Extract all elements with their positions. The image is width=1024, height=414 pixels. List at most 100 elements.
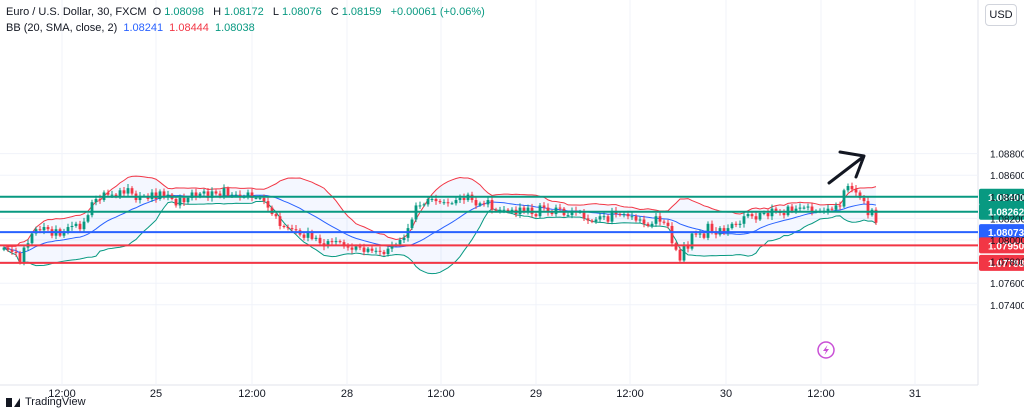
candle-body (10, 249, 14, 252)
candle-body (46, 227, 50, 230)
candle-body (654, 216, 658, 224)
price-tick-label: 1.08000 (990, 236, 1024, 247)
candle-body (734, 223, 738, 225)
candle-body (462, 197, 466, 201)
candle-body (62, 231, 66, 236)
candle-body (234, 194, 238, 196)
candle-body (410, 219, 414, 229)
candle-body (622, 214, 626, 216)
time-tick-label: 12:00 (48, 388, 76, 400)
candle-body (314, 237, 318, 239)
candle-body (374, 250, 378, 252)
candle-body (6, 247, 10, 250)
candle-body (122, 190, 126, 194)
candle-body (874, 209, 878, 223)
level-tag (979, 224, 1024, 241)
candle-body (754, 216, 758, 220)
candle-body (606, 216, 610, 222)
candle-body (458, 197, 462, 201)
candle-body (222, 188, 226, 196)
candle-body (810, 206, 814, 212)
candle-body (210, 191, 214, 198)
candle-body (698, 233, 702, 235)
candle-body (186, 197, 190, 203)
candle-body (118, 190, 122, 197)
candle-body (790, 206, 794, 211)
level-tag-label: 1.08400 (988, 193, 1024, 204)
candle-body (694, 233, 698, 235)
candle-body (794, 208, 798, 211)
candle-body (94, 198, 98, 203)
candle-body (42, 227, 46, 231)
candle-body (370, 248, 374, 251)
candle-body (14, 251, 18, 253)
candle-body (330, 241, 334, 243)
candle-body (202, 191, 206, 194)
price-tick-label: 1.08600 (990, 171, 1024, 182)
candle-body (866, 201, 870, 216)
candle-body (634, 216, 638, 221)
candle-body (650, 223, 654, 226)
time-tick-label: 28 (341, 388, 353, 400)
candle-body (282, 225, 286, 228)
open-value: 1.08098 (164, 6, 204, 18)
candle-body (666, 222, 670, 226)
candle-body (158, 191, 162, 199)
candle-body (690, 233, 694, 249)
candle-body (854, 189, 858, 193)
candle-body (22, 247, 26, 263)
candle-body (238, 194, 242, 197)
candle-body (566, 215, 570, 217)
trend-arrow (827, 155, 865, 185)
candle-body (626, 214, 630, 217)
candle-body (138, 195, 142, 201)
candle-body (674, 243, 678, 250)
time-tick-label: 12:00 (807, 388, 835, 400)
tradingview-logo-icon (6, 397, 20, 407)
candle-body (154, 192, 158, 199)
candle-body (526, 207, 530, 212)
candle-body (490, 200, 494, 210)
candle-body (798, 207, 802, 209)
candle-body (806, 206, 810, 208)
candle-body (402, 237, 406, 240)
candle-body (570, 210, 574, 216)
candle-body (98, 198, 102, 201)
currency-button[interactable]: USD (985, 4, 1017, 26)
candle-body (738, 223, 742, 225)
candle-body (722, 228, 726, 233)
lightning-icon (817, 341, 835, 359)
candle-body (226, 188, 230, 196)
bb-lower-value: 1.08038 (214, 22, 255, 34)
candle-body (646, 223, 650, 226)
candle-body (114, 194, 118, 197)
candle-body (342, 242, 346, 247)
band-lower-line (3, 200, 877, 275)
candle-body (150, 192, 154, 199)
candle-body (662, 221, 666, 223)
candle-body (522, 207, 526, 212)
candle-body (846, 186, 850, 191)
candle-body (274, 214, 278, 217)
candle-body (338, 241, 342, 243)
candle-body (174, 198, 178, 206)
arrow-annotation (827, 150, 866, 185)
candle-body (290, 228, 294, 230)
bb-basis-value: 1.08241 (123, 22, 164, 34)
candle-body (742, 216, 746, 224)
candle-body (426, 198, 430, 205)
candle-body (834, 205, 838, 210)
candle-body (454, 200, 458, 204)
band-fill (4, 176, 876, 274)
candle-body (266, 201, 270, 208)
candle-body (262, 197, 266, 202)
candle-body (774, 208, 778, 212)
candle-body (86, 215, 90, 222)
candle-body (318, 237, 322, 244)
time-tick-label: 29 (530, 388, 542, 400)
time-axis: 12:00 25 12:00 28 12:00 29 12:00 30 12:00 31 (48, 388, 921, 400)
candle-body (710, 223, 714, 232)
candle-body (546, 207, 550, 212)
